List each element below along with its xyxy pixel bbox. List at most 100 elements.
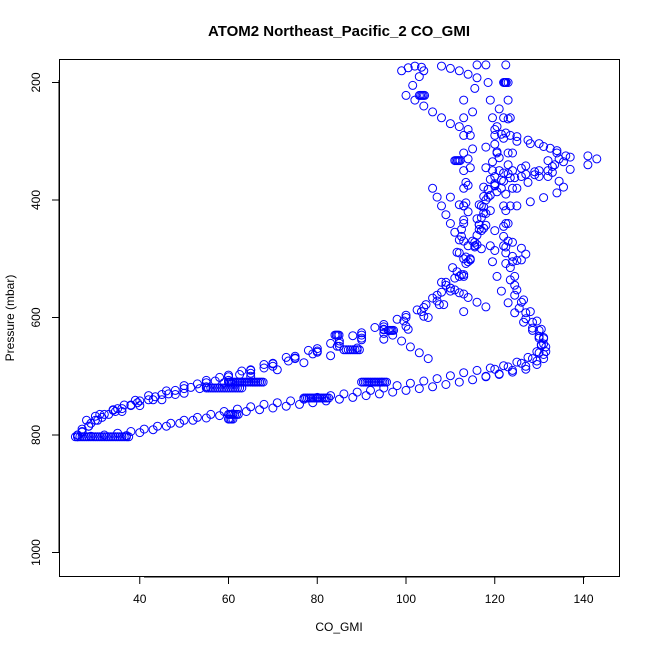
data-point: [166, 418, 176, 428]
data-point: [192, 412, 202, 422]
data-point: [421, 300, 431, 310]
data-point: [428, 107, 438, 117]
data-point: [468, 144, 478, 154]
data-point: [290, 351, 300, 361]
data-point: [312, 346, 322, 356]
data-point: [459, 201, 469, 211]
data-point: [188, 415, 198, 425]
data-point: [221, 383, 231, 393]
data-point: [494, 153, 504, 163]
data-point: [437, 277, 446, 287]
x-tick-label: 140: [573, 592, 593, 606]
data-point: [299, 358, 309, 368]
data-point: [534, 166, 544, 176]
data-point: [77, 427, 87, 436]
data-point: [488, 157, 497, 167]
data-point: [516, 358, 526, 368]
data-point: [459, 166, 469, 176]
data-point: [463, 293, 473, 302]
data-point: [512, 201, 522, 211]
data-point: [324, 393, 334, 403]
data-point: [445, 286, 455, 296]
data-point: [432, 290, 442, 300]
data-point: [532, 316, 542, 326]
data-point: [403, 63, 413, 73]
data-point: [379, 334, 389, 344]
data-point: [268, 358, 278, 368]
data-point: [419, 376, 429, 386]
data-point: [459, 215, 469, 225]
data-point: [510, 308, 520, 318]
data-point: [499, 201, 509, 211]
data-point: [445, 283, 455, 293]
data-point: [201, 378, 211, 388]
data-point: [521, 361, 531, 371]
data-point: [528, 323, 537, 333]
data-point: [543, 172, 553, 181]
data-point: [508, 257, 517, 267]
data-point: [259, 360, 269, 369]
data-point: [405, 378, 415, 388]
data-point: [259, 363, 269, 373]
y-axis-ticks: 200 400 600 800 1000: [29, 72, 59, 566]
data-point: [472, 60, 482, 70]
data-point: [470, 83, 480, 93]
data-point: [206, 383, 216, 393]
x-tick-label: 80: [311, 592, 325, 606]
data-point: [226, 383, 236, 393]
data-point: [148, 395, 158, 405]
data-point: [490, 364, 500, 374]
data-point: [237, 383, 247, 393]
data-point: [79, 432, 89, 442]
data-point: [505, 113, 515, 123]
data-point: [503, 114, 513, 124]
data-point: [86, 418, 96, 428]
data-point: [472, 73, 482, 83]
data-point: [501, 259, 511, 268]
data-point: [463, 257, 473, 267]
data-point: [334, 336, 344, 346]
data-point: [501, 128, 511, 138]
data-point: [219, 378, 229, 388]
data-point: [476, 244, 486, 254]
data-point: [228, 414, 238, 424]
data-point: [510, 290, 520, 300]
data-point: [361, 391, 371, 401]
data-point: [508, 183, 517, 193]
data-point: [512, 357, 522, 367]
data-point: [523, 177, 533, 187]
data-point: [379, 324, 389, 334]
data-point: [348, 392, 358, 402]
data-point: [232, 383, 242, 393]
data-point: [516, 255, 526, 265]
data-point: [233, 409, 243, 419]
data-point: [414, 384, 424, 394]
data-point: [512, 132, 522, 142]
data-point: [492, 271, 502, 281]
data-point: [99, 409, 109, 419]
data-point: [135, 401, 145, 411]
data-point: [170, 390, 180, 399]
y-tick-label: 200: [29, 72, 43, 92]
data-point: [472, 214, 482, 224]
data-point: [490, 130, 500, 140]
data-point: [441, 280, 451, 290]
data-point: [95, 409, 105, 419]
data-point: [516, 163, 526, 173]
data-point: [195, 384, 205, 394]
data-point: [481, 302, 491, 312]
data-point: [496, 286, 506, 296]
data-point: [82, 432, 91, 442]
data-point: [401, 310, 411, 320]
data-point: [592, 154, 602, 164]
data-point: [512, 256, 522, 265]
data-point: [485, 206, 495, 216]
data-point: [528, 354, 537, 364]
data-point: [503, 95, 513, 105]
data-point: [108, 432, 118, 442]
data-point: [476, 201, 486, 211]
data-point: [490, 226, 500, 236]
data-point: [541, 342, 551, 352]
data-point: [437, 287, 446, 297]
data-point: [432, 374, 442, 384]
